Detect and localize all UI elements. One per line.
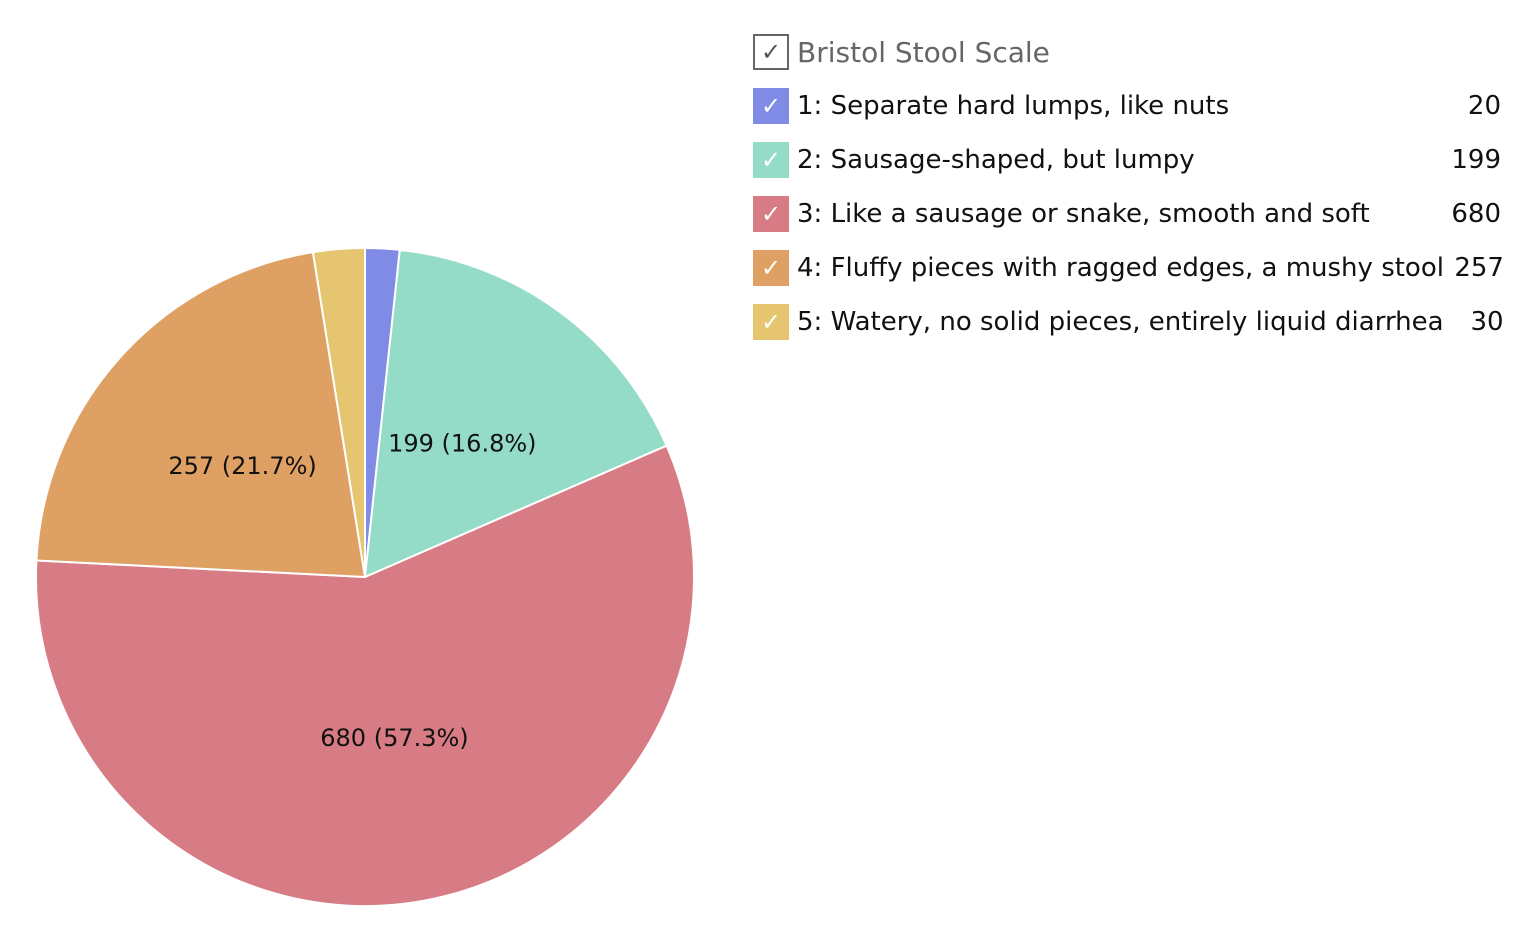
checkbox-check-icon[interactable]: ✓ bbox=[753, 142, 789, 178]
legend-title-row[interactable]: ✓ Bristol Stool Scale bbox=[753, 34, 1501, 70]
data-label-3: 680 (57.3%) bbox=[320, 724, 468, 752]
legend: ✓ Bristol Stool Scale ✓ 1: Separate hard … bbox=[753, 34, 1504, 358]
legend-item-1[interactable]: ✓ 1: Separate hard lumps, like nuts 20 bbox=[753, 88, 1501, 124]
data-label-4: 257 (21.7%) bbox=[168, 452, 316, 480]
legend-label: 2: Sausage-shaped, but lumpy bbox=[797, 145, 1195, 175]
pie-chart: 199 (16.8%) 680 (57.3%) 257 (21.7%) bbox=[35, 246, 695, 907]
checkbox-check-icon[interactable]: ✓ bbox=[753, 88, 789, 124]
pie-slice-2[interactable] bbox=[363, 248, 668, 579]
checkbox-check-icon[interactable]: ✓ bbox=[753, 196, 789, 232]
legend-label: 1: Separate hard lumps, like nuts bbox=[797, 91, 1230, 121]
legend-item-2[interactable]: ✓ 2: Sausage-shaped, but lumpy 199 bbox=[753, 142, 1501, 178]
pie-slice-4[interactable] bbox=[35, 251, 367, 579]
legend-value: 680 bbox=[1451, 199, 1501, 229]
checkbox-check-icon[interactable]: ✓ bbox=[753, 250, 789, 286]
legend-label: 3: Like a sausage or snake, smooth and s… bbox=[797, 199, 1370, 229]
legend-item-5[interactable]: ✓ 5: Watery, no solid pieces, entirely li… bbox=[753, 304, 1504, 340]
legend-title: Bristol Stool Scale bbox=[797, 35, 1050, 69]
legend-value: 20 bbox=[1467, 91, 1501, 121]
legend-value: 30 bbox=[1470, 307, 1504, 337]
data-label-2: 199 (16.8%) bbox=[388, 429, 536, 457]
legend-item-4[interactable]: ✓ 4: Fluffy pieces with ragged edges, a m… bbox=[753, 250, 1504, 286]
check-icon[interactable]: ✓ bbox=[753, 34, 789, 70]
pie-slice-3[interactable] bbox=[35, 444, 695, 907]
checkbox-check-icon[interactable]: ✓ bbox=[753, 304, 789, 340]
legend-value: 257 bbox=[1454, 253, 1504, 283]
legend-value: 199 bbox=[1451, 145, 1501, 175]
pie-slice-5[interactable] bbox=[311, 246, 366, 578]
legend-label: 5: Watery, no solid pieces, entirely liq… bbox=[797, 307, 1444, 337]
legend-item-3[interactable]: ✓ 3: Like a sausage or snake, smooth and … bbox=[753, 196, 1501, 232]
legend-label: 4: Fluffy pieces with ragged edges, a mu… bbox=[797, 253, 1444, 283]
